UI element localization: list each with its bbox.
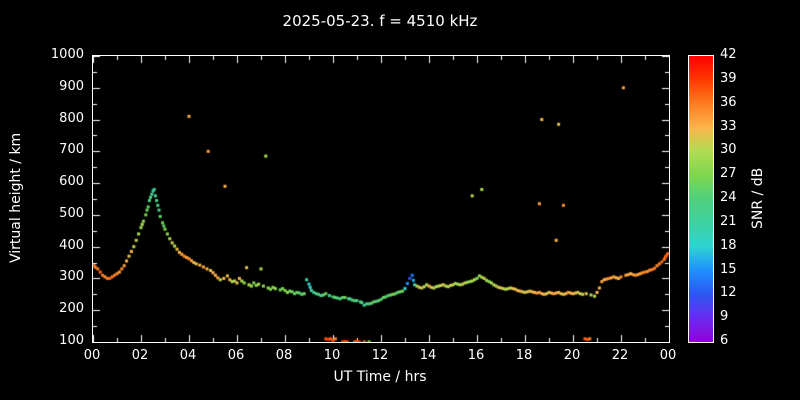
colorbar-tick-label: 15	[720, 261, 737, 277]
y-tick-label: 800	[59, 110, 84, 126]
y-tick-label: 1000	[50, 47, 84, 62]
x-tick-label: 02	[131, 348, 149, 363]
colorbar-tick-label: 42	[720, 47, 737, 62]
chart-title: 2025-05-23. f = 4510 kHz	[282, 12, 478, 30]
y-axis-title: Virtual height / km	[8, 132, 24, 264]
colorbar-gradient	[689, 56, 713, 342]
x-tick-label: 10	[323, 348, 341, 363]
x-tick-label: 04	[179, 348, 197, 363]
y-tick-label: 500	[59, 205, 84, 221]
y-tick-label: 200	[59, 301, 84, 317]
x-tick-label: 00	[659, 348, 677, 363]
y-tick-label: 300	[59, 269, 84, 285]
colorbar-tick-label: 39	[720, 70, 737, 86]
scatter-canvas	[93, 56, 669, 342]
x-tick-label: 22	[611, 348, 629, 363]
x-tick-label: 14	[419, 348, 437, 363]
y-tick-label: 700	[59, 142, 84, 158]
colorbar-title: SNR / dB	[750, 167, 766, 229]
x-axis-title: UT Time / hrs	[333, 369, 427, 385]
x-tick-label: 16	[467, 348, 485, 363]
x-tick-label: 18	[515, 348, 533, 363]
y-tick-label: 900	[59, 78, 84, 94]
plot-area	[92, 55, 670, 343]
x-tick-label: 12	[371, 348, 389, 363]
y-tick-label: 600	[59, 174, 84, 190]
colorbar-tick-label: 21	[720, 213, 737, 229]
colorbar-tick-label: 12	[720, 285, 737, 301]
colorbar-tick-label: 33	[720, 118, 737, 134]
colorbar-tick-label: 30	[720, 142, 737, 158]
colorbar-tick-label: 24	[720, 190, 737, 205]
x-tick-label: 20	[563, 348, 581, 363]
colorbar-tick-label: 36	[720, 94, 737, 110]
y-tick-label: 400	[59, 237, 84, 253]
colorbar-tick-label: 6	[720, 333, 729, 348]
colorbar-tick-label: 18	[720, 237, 737, 253]
colorbar-tick-label: 27	[720, 166, 737, 182]
colorbar-tick-label: 9	[720, 309, 729, 325]
colorbar	[688, 55, 714, 343]
y-tick-label: 100	[59, 333, 84, 348]
x-tick-label: 00	[83, 348, 101, 363]
x-tick-label: 06	[227, 348, 245, 363]
x-tick-label: 08	[275, 348, 293, 363]
